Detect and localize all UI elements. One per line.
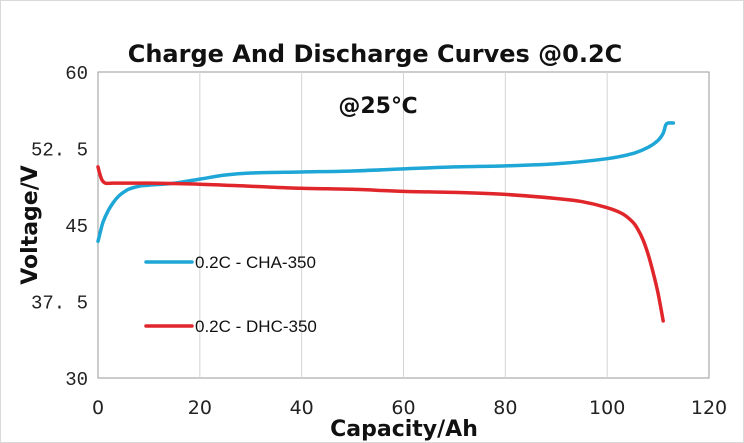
legend-label-discharge: 0.2C - DHC-350: [195, 317, 317, 336]
series-line-discharge: [96, 165, 665, 323]
x-axis-label: Capacity/Ah: [330, 417, 478, 442]
gridlines: [199, 72, 608, 378]
y-axis-label: Voltage/V: [18, 165, 43, 285]
x-tick-label: 120: [691, 397, 727, 419]
y-axis-ticks: 30 37. 5 45 52. 5 60: [31, 63, 88, 391]
y-tick-label: 37. 5: [31, 293, 88, 315]
y-tick-label: 30: [65, 369, 88, 391]
y-tick-label: 60: [65, 63, 88, 85]
x-tick-label: 20: [188, 397, 212, 419]
legend: 0.2C - CHA-350 0.2C - DHC-350: [144, 253, 317, 336]
x-tick-label: 100: [589, 397, 625, 419]
x-tick-label: 40: [290, 397, 314, 419]
legend-label-charge: 0.2C - CHA-350: [195, 253, 316, 272]
chart-title: Charge And Discharge Curves @0.2C: [128, 40, 623, 68]
x-axis-ticks: 0 20 40 60 80 100 120: [92, 397, 727, 419]
series-layer: [96, 121, 676, 323]
series-line-charge: [96, 121, 676, 244]
x-tick-label: 80: [493, 397, 517, 419]
x-tick-label: 0: [92, 397, 104, 419]
y-tick-label: 45: [65, 216, 88, 238]
y-tick-label: 52. 5: [31, 140, 88, 162]
x-tick-label: 60: [391, 397, 415, 419]
chart-subtitle: @25℃: [338, 94, 417, 119]
